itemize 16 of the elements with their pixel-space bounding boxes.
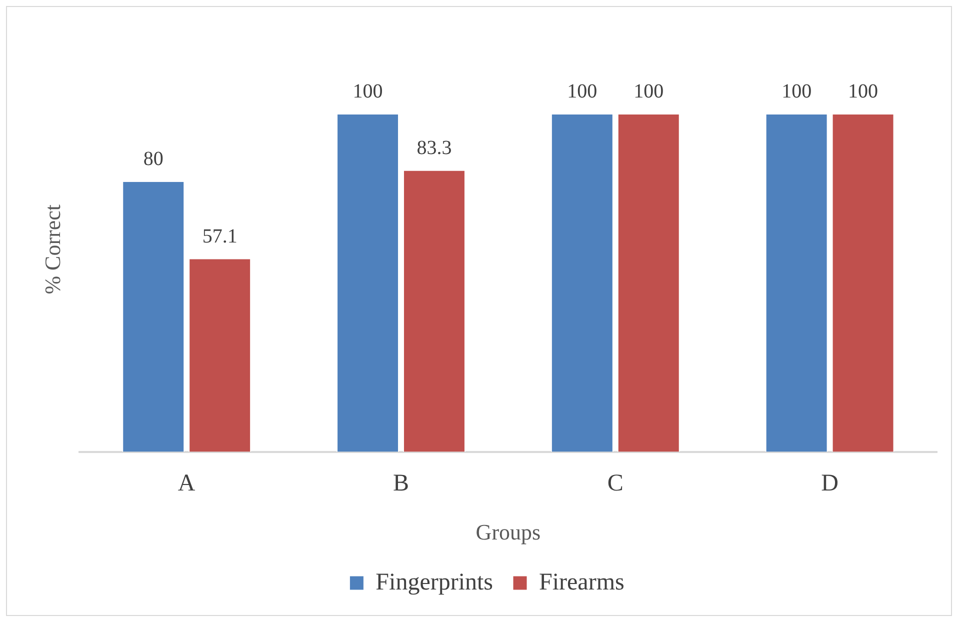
data-label: 100 — [567, 80, 598, 103]
x-tick-label: A — [178, 470, 196, 496]
x-axis-title: Groups — [476, 520, 541, 545]
data-label: 100 — [352, 80, 383, 103]
x-tick-label: C — [607, 470, 624, 496]
data-label: 57.1 — [202, 225, 238, 248]
legend-label: Firearms — [539, 569, 624, 596]
x-tick-label: B — [392, 470, 410, 496]
x-tick-label: D — [821, 470, 838, 496]
data-label: 83.3 — [416, 137, 452, 160]
data-label: 100 — [782, 80, 812, 103]
legend-label: Fingerprints — [376, 569, 494, 596]
data-label: 80 — [143, 148, 164, 170]
data-label: 100 — [848, 80, 878, 103]
y-axis-title: % Correct — [40, 204, 65, 294]
data-label: 100 — [634, 80, 664, 103]
